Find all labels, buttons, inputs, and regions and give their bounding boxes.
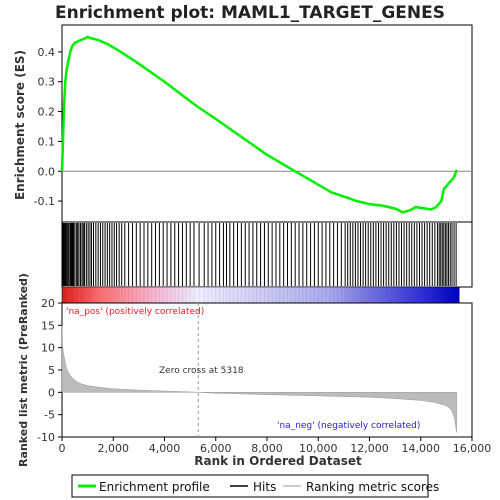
metric-y-tick-label: 0 xyxy=(48,386,55,399)
x-tick-label: 4,000 xyxy=(149,442,181,455)
es-y-tick-label: -0.1 xyxy=(34,195,55,208)
es-y-axis-label: Enrichment score (ES) xyxy=(13,50,27,200)
pos-annotation: 'na_pos' (positively correlated) xyxy=(66,307,204,317)
legend-box xyxy=(71,474,429,498)
x-axis-label: Rank in Ordered Dataset xyxy=(194,454,362,468)
metric-y-tick-label: 10 xyxy=(41,342,55,355)
metric-frame xyxy=(61,302,473,438)
x-tick-label: 8,000 xyxy=(251,442,283,455)
es-panel: -0.1 0.0 0.1 0.2 0.3 0.4 xyxy=(34,24,473,223)
es-curve xyxy=(60,35,458,214)
x-tick-label: 12,000 xyxy=(350,442,389,455)
metric-area xyxy=(61,325,457,433)
rank-color-bar xyxy=(61,286,460,304)
legend-metric-label: Ranking metric scores xyxy=(306,480,439,494)
metric-y-tick-label: 5 xyxy=(48,364,55,377)
chart-title: Enrichment plot: MAML1_TARGET_GENES xyxy=(55,3,445,23)
zero-cross-annotation: Zero cross at 5318 xyxy=(159,366,244,376)
es-y-tick-label: 0.4 xyxy=(38,46,56,59)
metric-y-tick-label: -10 xyxy=(37,431,55,444)
x-tick-label: 14,000 xyxy=(402,442,441,455)
hits-frame xyxy=(61,221,473,288)
legend: Enrichment profile Hits Ranking metric s… xyxy=(71,474,439,498)
metric-y-tick-label: 20 xyxy=(41,297,55,310)
x-tick-label: 10,000 xyxy=(299,442,338,455)
hits-panel xyxy=(61,221,473,288)
metric-y-tick-label: 15 xyxy=(41,319,55,332)
x-tick-label: 6,000 xyxy=(200,442,232,455)
x-tick-label: 2,000 xyxy=(98,442,130,455)
legend-hits-label: Hits xyxy=(253,480,276,494)
metric-panel: -10 -5 0 5 10 15 20 0 2,000 4,000 6,000 8,000 10,000… xyxy=(37,297,491,455)
legend-es-label: Enrichment profile xyxy=(99,480,210,494)
metric-y-axis-label: Ranked list metric (PreRanked) xyxy=(17,273,30,467)
metric-y-tick-label: -5 xyxy=(44,409,55,422)
x-tick-label: 16,000 xyxy=(453,442,492,455)
es-y-tick-label: 0.1 xyxy=(38,135,56,148)
es-y-tick-label: 0.3 xyxy=(38,76,56,89)
neg-annotation: 'na_neg' (negatively correlated) xyxy=(277,421,420,431)
es-y-tick-label: 0.2 xyxy=(38,106,56,119)
es-y-tick-label: 0.0 xyxy=(38,165,56,178)
x-tick-label: 0 xyxy=(59,442,66,455)
